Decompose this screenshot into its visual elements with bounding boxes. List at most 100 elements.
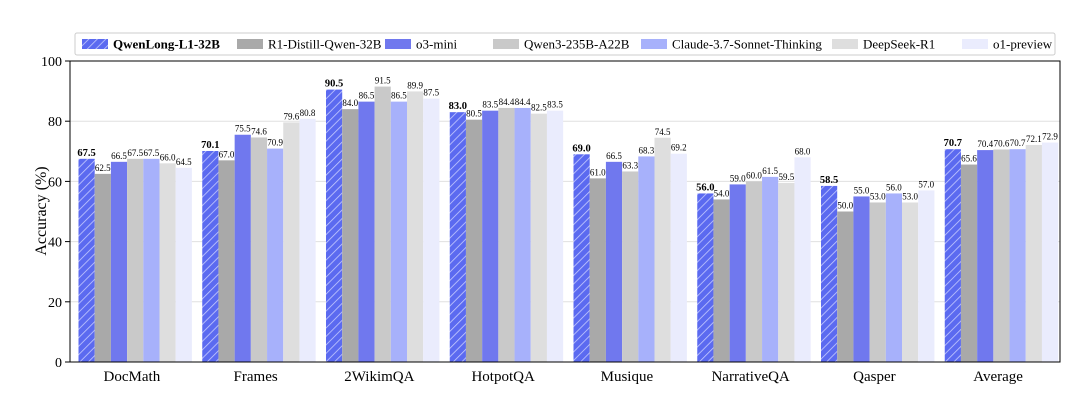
bar-o3-mini — [729, 184, 746, 362]
plot-frame — [69, 60, 1061, 363]
data-label: 54.0 — [714, 188, 730, 198]
data-label: 67.5 — [77, 148, 95, 159]
data-label: 83.0 — [449, 101, 467, 112]
data-label: 74.5 — [655, 127, 671, 137]
bar-claude-3-7-sonnet-thinking — [885, 193, 902, 362]
legend-box — [74, 32, 1056, 56]
data-label: 75.5 — [235, 124, 251, 134]
bar-r1-distill-qwen-32b — [342, 109, 359, 362]
bar-qwen3-235b-a22b — [127, 158, 144, 362]
data-label: 66.0 — [160, 152, 176, 162]
bar-claude-3-7-sonnet-thinking — [267, 148, 284, 362]
bar-qwenlong-l1-32b — [449, 112, 466, 362]
bar-r1-distill-qwen-32b — [589, 178, 606, 362]
bar-deepseek-r1 — [654, 137, 671, 362]
data-label: 84.0 — [342, 98, 358, 108]
data-label: 72.9 — [1042, 132, 1058, 142]
legend-label: Claude-3.7-Sonnet-Thinking — [672, 37, 822, 52]
bar-qwenlong-l1-32b — [78, 158, 95, 362]
bar-o1-preview — [546, 110, 564, 362]
data-label: 80.8 — [300, 108, 316, 118]
legend-swatch — [962, 39, 988, 49]
y-tick-label: 20 — [48, 296, 62, 311]
legend-swatch — [237, 39, 263, 49]
bar-qwenlong-l1-32b — [202, 150, 219, 362]
legend-label: DeepSeek-R1 — [863, 37, 935, 52]
bar-claude-3-7-sonnet-thinking — [762, 176, 779, 362]
data-label: 70.4 — [977, 139, 993, 149]
data-label: 53.0 — [902, 191, 918, 201]
data-label: 62.5 — [95, 163, 111, 173]
bar-o1-preview — [794, 157, 811, 362]
data-label: 60.0 — [746, 170, 762, 180]
data-label: 61.5 — [762, 166, 778, 176]
y-tick-label: 100 — [41, 55, 62, 70]
bar-deepseek-r1 — [530, 113, 547, 362]
bar-r1-distill-qwen-32b — [837, 211, 854, 362]
data-label: 84.4 — [515, 97, 531, 107]
bar-o3-mini — [977, 150, 994, 362]
data-label: 83.5 — [482, 100, 498, 110]
bar-qwen3-235b-a22b — [498, 107, 515, 363]
data-label: 56.0 — [696, 182, 714, 193]
bar-o1-preview — [423, 98, 440, 362]
data-label: 66.5 — [606, 151, 622, 161]
data-label: 84.4 — [499, 97, 515, 107]
data-label: 89.9 — [407, 80, 423, 90]
x-tick-label: Frames — [234, 369, 278, 385]
bar-deepseek-r1 — [159, 163, 176, 362]
data-label: 90.5 — [325, 79, 343, 90]
y-tick-label: 60 — [48, 175, 62, 190]
bar-deepseek-r1 — [283, 122, 300, 363]
data-label: 65.6 — [961, 154, 977, 164]
data-label: 50.0 — [837, 201, 853, 211]
x-tick-label: DocMath — [104, 369, 161, 385]
legend-label: Qwen3-235B-A22B — [524, 37, 630, 52]
data-label: 57.0 — [918, 179, 934, 189]
bar-o1-preview — [670, 153, 687, 362]
bar-qwen3-235b-a22b — [374, 86, 391, 363]
data-label: 83.5 — [547, 100, 563, 110]
data-label: 74.6 — [251, 126, 267, 136]
data-label: 66.5 — [111, 151, 127, 161]
x-tick-label: Musique — [601, 369, 654, 385]
bar-deepseek-r1 — [902, 202, 919, 362]
legend-swatch — [641, 39, 667, 49]
data-label: 79.6 — [283, 111, 299, 121]
y-tick-label: 40 — [48, 236, 62, 251]
data-label: 70.1 — [201, 140, 219, 151]
data-label: 91.5 — [375, 76, 391, 86]
data-label: 61.0 — [590, 167, 606, 177]
legend-label: o3-mini — [416, 37, 458, 52]
data-label: 86.5 — [359, 91, 375, 101]
y-tick-label: 80 — [48, 115, 62, 130]
bar-o3-mini — [605, 161, 623, 362]
data-label: 55.0 — [854, 185, 870, 195]
bar-o3-mini — [358, 101, 375, 362]
bar-qwen3-235b-a22b — [250, 137, 268, 362]
x-tick-label: 2WikimQA — [344, 369, 414, 385]
data-label: 68.0 — [795, 146, 811, 156]
data-label: 56.0 — [886, 182, 902, 192]
legend-swatch — [82, 39, 108, 49]
data-label: 67.0 — [219, 149, 235, 159]
x-tick-label: Qasper — [853, 369, 895, 385]
bar-qwen3-235b-a22b — [622, 171, 639, 362]
bar-r1-distill-qwen-32b — [94, 173, 111, 362]
x-tick-label: HotpotQA — [471, 369, 535, 385]
bar-r1-distill-qwen-32b — [960, 164, 978, 362]
bar-o1-preview — [299, 118, 316, 363]
axes: 0 20 40 60 80 100 DocMath Frames 2WikimQA HotpotQ… — [41, 55, 1061, 385]
legend-swatch — [493, 39, 519, 49]
bar-qwenlong-l1-32b — [573, 154, 590, 362]
legend-label: R1-Distill-Qwen-32B — [268, 37, 382, 52]
data-label: 53.0 — [870, 191, 886, 201]
data-label: 67.5 — [144, 148, 160, 158]
data-label: 58.5 — [820, 175, 838, 186]
y-axis-title: Accuracy (%) — [33, 166, 50, 255]
legend-label: o1-preview — [993, 37, 1053, 52]
x-tick-label: NarrativeQA — [711, 369, 789, 385]
bar-claude-3-7-sonnet-thinking — [638, 156, 655, 362]
bar-deepseek-r1 — [1025, 144, 1042, 362]
